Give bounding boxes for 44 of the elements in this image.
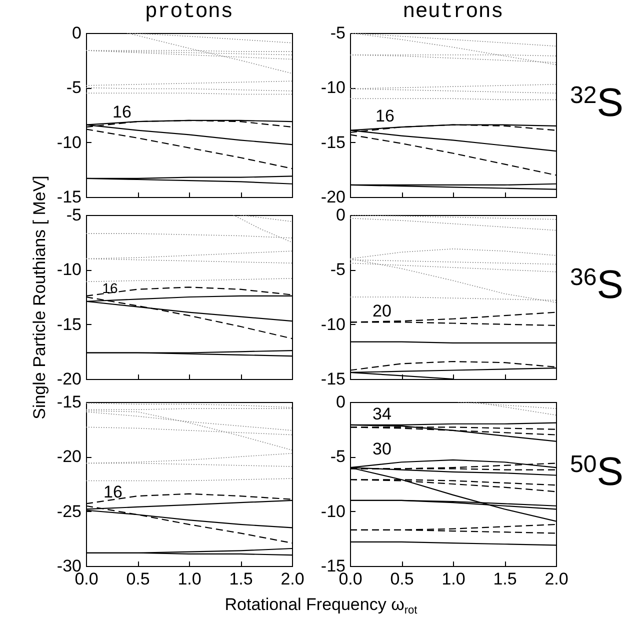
x-tick-label: 0.5: [390, 570, 414, 588]
chart-title: neutrons: [402, 1, 504, 24]
chart-title: protons: [144, 1, 234, 24]
y-tick-label: -10: [320, 314, 346, 334]
x-tick-label: 1.0: [442, 570, 466, 588]
y-tick-label: -5: [330, 24, 346, 42]
annotation: 16: [112, 102, 132, 122]
y-tick-label: -5: [66, 206, 82, 224]
x-tick-label: 1.5: [493, 570, 517, 588]
x-tick-label: 1.0: [178, 570, 202, 588]
y-tick-label: -15: [56, 314, 82, 334]
y-tick-label: -5: [330, 447, 346, 466]
text: $^{32}$S: [570, 81, 624, 125]
x-axis-title: Rotational Frequency ω$_{rot}$: [224, 595, 418, 616]
text: $^{36}$S: [570, 263, 624, 307]
y-tick-label: 0: [72, 24, 82, 42]
y-tick-label: 0: [336, 392, 346, 412]
y-tick-label: -15: [320, 370, 346, 388]
annotation: 20: [372, 302, 392, 320]
annotation: 34: [372, 404, 392, 424]
y-tick-label: -10: [56, 260, 82, 280]
x-tick-label: 2.0: [544, 570, 568, 588]
y-tick-label: -20: [320, 188, 346, 206]
annotation: 16: [376, 106, 394, 126]
y-tick-label: -5: [330, 260, 346, 280]
y-tick-label: -20: [56, 447, 82, 466]
x-tick-label: 2.0: [280, 570, 304, 588]
y-tick-label: -15: [320, 132, 346, 152]
annotation: 16: [102, 280, 118, 296]
y-tick-label: -15: [56, 188, 82, 206]
y-tick-label: -5: [66, 78, 82, 98]
x-tick-label: 1.5: [229, 570, 253, 588]
y-tick-label: -15: [56, 392, 82, 412]
y-tick-label: -10: [320, 78, 346, 98]
annotation: 16: [104, 482, 122, 502]
x-tick-label: 0.5: [126, 570, 150, 588]
y-tick-label: -10: [320, 502, 346, 521]
y-tick-label: 0: [336, 206, 346, 224]
y-tick-label: -20: [56, 370, 82, 388]
y-tick-label: -10: [56, 132, 82, 152]
text: $^{50}$S: [570, 450, 624, 494]
y-axis-title: Single Particle Routhians [ MeV]: [30, 176, 49, 420]
y-tick-label: -25: [56, 502, 82, 521]
annotation: 30: [372, 440, 392, 458]
